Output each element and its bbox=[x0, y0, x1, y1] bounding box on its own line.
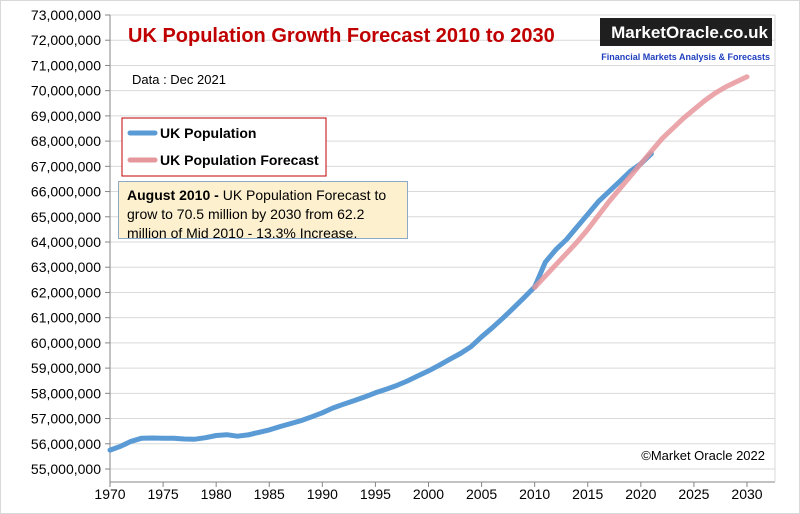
annotation-lead: August 2010 - bbox=[127, 187, 219, 203]
y-tick-label: 61,000,000 bbox=[31, 310, 101, 326]
y-tick-label: 58,000,000 bbox=[31, 385, 101, 401]
chart-title: UK Population Growth Forecast 2010 to 20… bbox=[128, 25, 555, 47]
series-line bbox=[532, 74, 750, 290]
x-tick-label: 1975 bbox=[148, 486, 179, 502]
logo-name: MarketOracle.co.uk bbox=[611, 23, 768, 42]
legend-label: UK Population Forecast bbox=[160, 152, 319, 168]
x-tick-label: 1985 bbox=[254, 486, 285, 502]
y-tick-label: 66,000,000 bbox=[31, 184, 101, 200]
annotation: August 2010 - UK Population Forecast to … bbox=[118, 181, 408, 241]
logo-box bbox=[600, 18, 772, 46]
y-tick-label: 67,000,000 bbox=[31, 158, 101, 174]
legend-label: UK Population bbox=[160, 125, 256, 141]
legend-box bbox=[121, 117, 327, 177]
y-tick-label: 64,000,000 bbox=[31, 234, 101, 250]
x-tick-label: 2030 bbox=[731, 486, 762, 502]
credit: ©Market Oracle 2022 bbox=[641, 448, 765, 463]
x-tick-label: 1990 bbox=[307, 486, 338, 502]
series-line bbox=[107, 151, 654, 453]
x-tick-label: 2000 bbox=[413, 486, 444, 502]
y-tick-label: 73,000,000 bbox=[31, 7, 101, 23]
y-tick-label: 65,000,000 bbox=[31, 209, 101, 225]
y-tick-label: 56,000,000 bbox=[31, 436, 101, 452]
x-tick-label: 2005 bbox=[466, 486, 497, 502]
subtitle: Data : Dec 2021 bbox=[132, 72, 226, 87]
y-tick-label: 55,000,000 bbox=[31, 461, 101, 477]
y-tick-label: 63,000,000 bbox=[31, 259, 101, 275]
annotation-text: UK Population Forecast to grow to 70.5 m… bbox=[127, 187, 387, 241]
y-tick-label: 60,000,000 bbox=[31, 335, 101, 351]
y-tick-label: 70,000,000 bbox=[31, 83, 101, 99]
x-tick-label: 2025 bbox=[678, 486, 709, 502]
y-tick-label: 68,000,000 bbox=[31, 133, 101, 149]
x-tick-label: 1980 bbox=[201, 486, 232, 502]
logo-tagline: Financial Markets Analysis & Forecasts bbox=[601, 52, 770, 62]
y-tick-label: 59,000,000 bbox=[31, 360, 101, 376]
x-tick-label: 2015 bbox=[572, 486, 603, 502]
x-tick-label: 1995 bbox=[360, 486, 391, 502]
x-tick-label: 2010 bbox=[519, 486, 550, 502]
x-tick-label: 1970 bbox=[94, 486, 125, 502]
y-tick-label: 71,000,000 bbox=[31, 57, 101, 73]
x-tick-label: 2020 bbox=[625, 486, 656, 502]
y-tick-label: 62,000,000 bbox=[31, 284, 101, 300]
y-tick-label: 72,000,000 bbox=[31, 32, 101, 48]
y-tick-label: 57,000,000 bbox=[31, 411, 101, 427]
y-tick-label: 69,000,000 bbox=[31, 108, 101, 124]
